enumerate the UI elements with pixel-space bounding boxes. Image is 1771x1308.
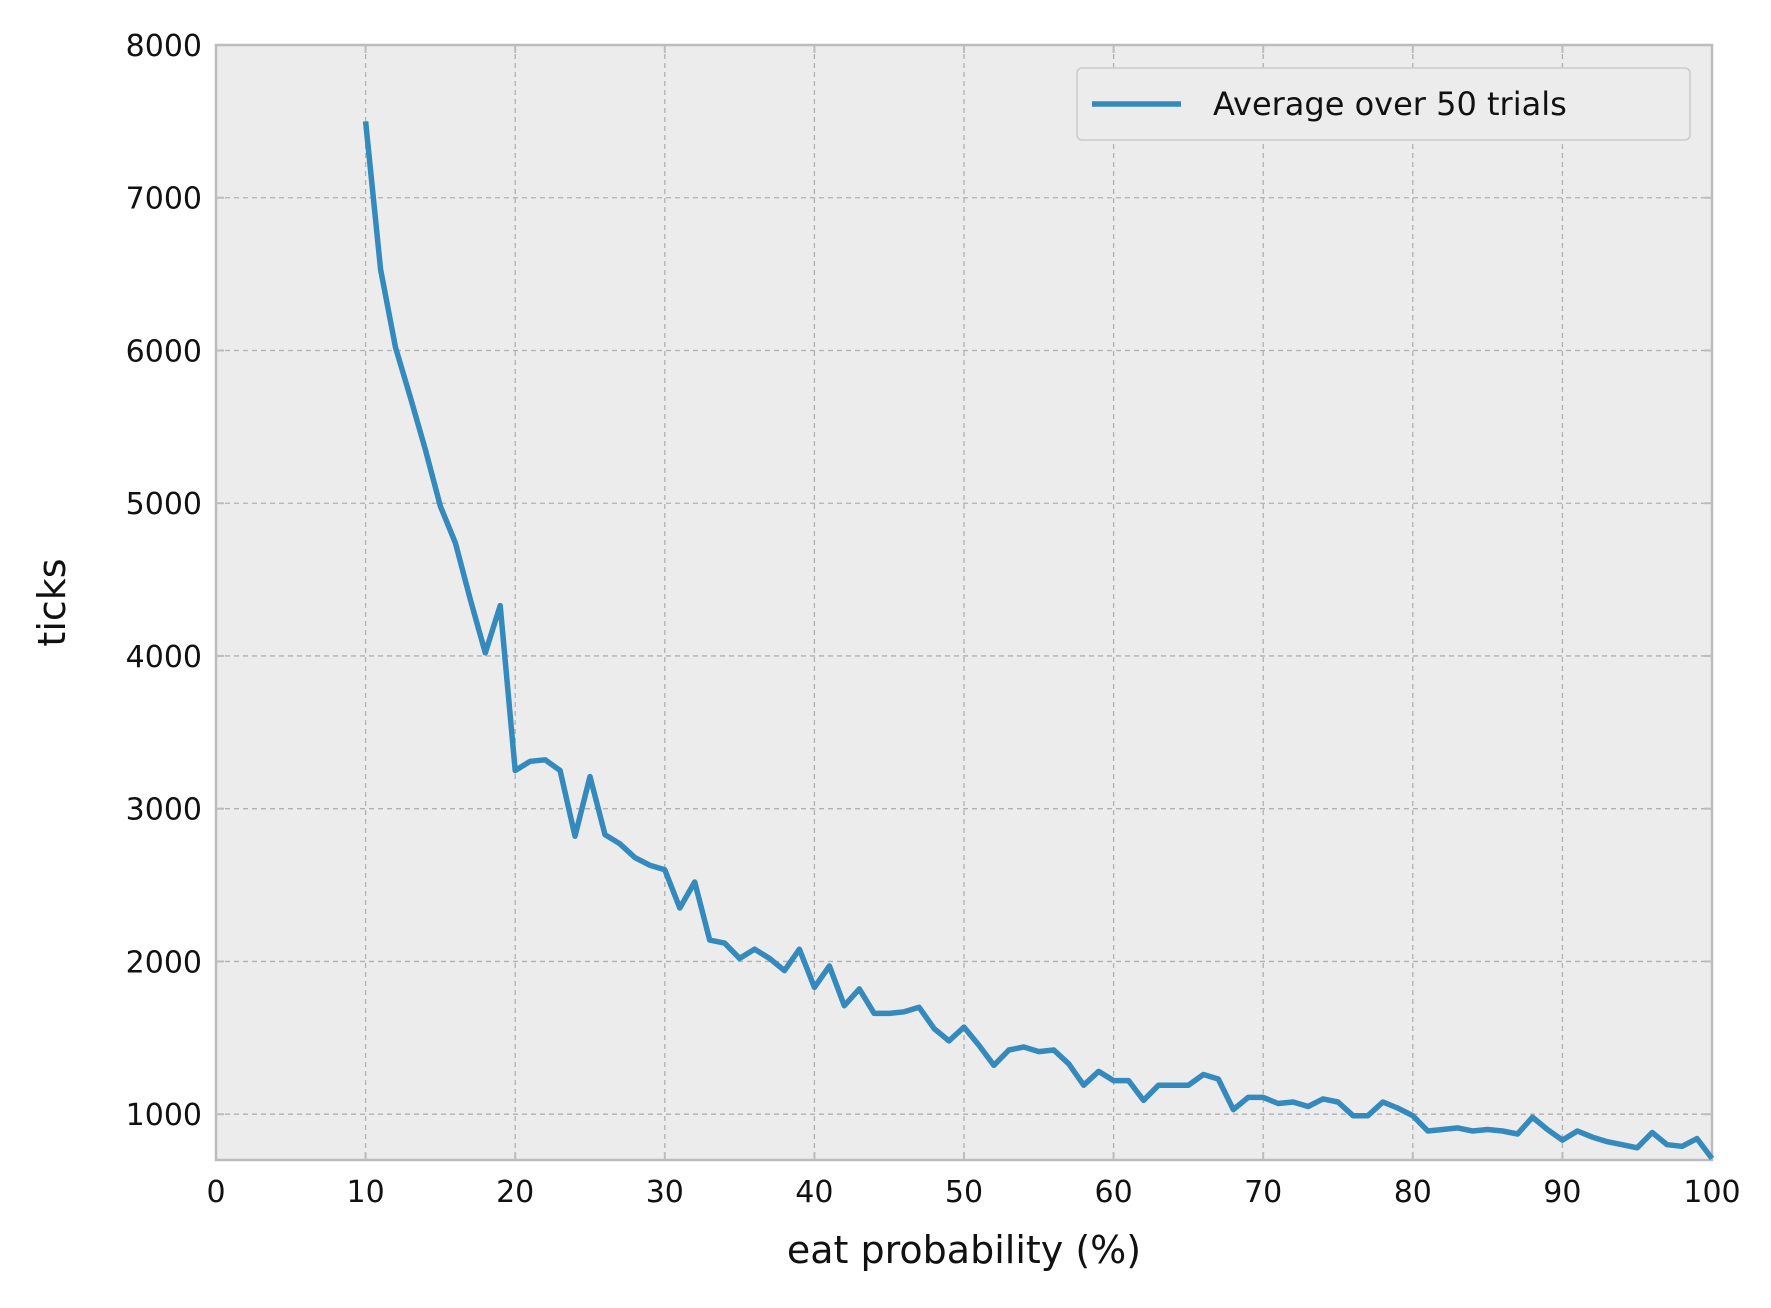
x-tick-label: 0 xyxy=(206,1175,225,1210)
axis-ticks: 0 10 20 30 40 50 60 70 80 90 100 1000 2000 3000 4000 50… xyxy=(126,29,1741,1210)
series-line xyxy=(362,121,1715,1161)
y-tick-label: 8000 xyxy=(126,29,202,64)
y-tick-label: 7000 xyxy=(126,182,202,217)
legend-box xyxy=(1076,67,1691,141)
x-tick-label: 20 xyxy=(496,1175,534,1210)
y-tick-label: 6000 xyxy=(126,334,202,369)
x-tick-label: 50 xyxy=(945,1175,983,1210)
x-tick-label: 60 xyxy=(1095,1175,1133,1210)
y-axis-label: ticks xyxy=(30,558,74,646)
legend-label: Average over 50 trials xyxy=(1213,85,1567,123)
x-tick-label: 40 xyxy=(795,1175,833,1210)
y-tick-label: 4000 xyxy=(126,640,202,675)
x-tick-label: 70 xyxy=(1244,1175,1282,1210)
x-tick-label: 90 xyxy=(1543,1175,1581,1210)
x-tick-label: 10 xyxy=(347,1175,385,1210)
y-tick-label: 2000 xyxy=(126,945,202,980)
y-tick-label: 3000 xyxy=(126,793,202,828)
x-tick-label: 80 xyxy=(1394,1175,1432,1210)
x-axis-label: eat probability (%) xyxy=(787,1228,1141,1272)
x-tick-label: 30 xyxy=(646,1175,684,1210)
x-tick-label: 100 xyxy=(1683,1175,1740,1210)
y-tick-label: 1000 xyxy=(126,1098,202,1133)
legend: Average over 50 trials xyxy=(1076,67,1691,141)
y-tick-label: 5000 xyxy=(126,487,202,522)
series-layer xyxy=(362,121,1715,1161)
